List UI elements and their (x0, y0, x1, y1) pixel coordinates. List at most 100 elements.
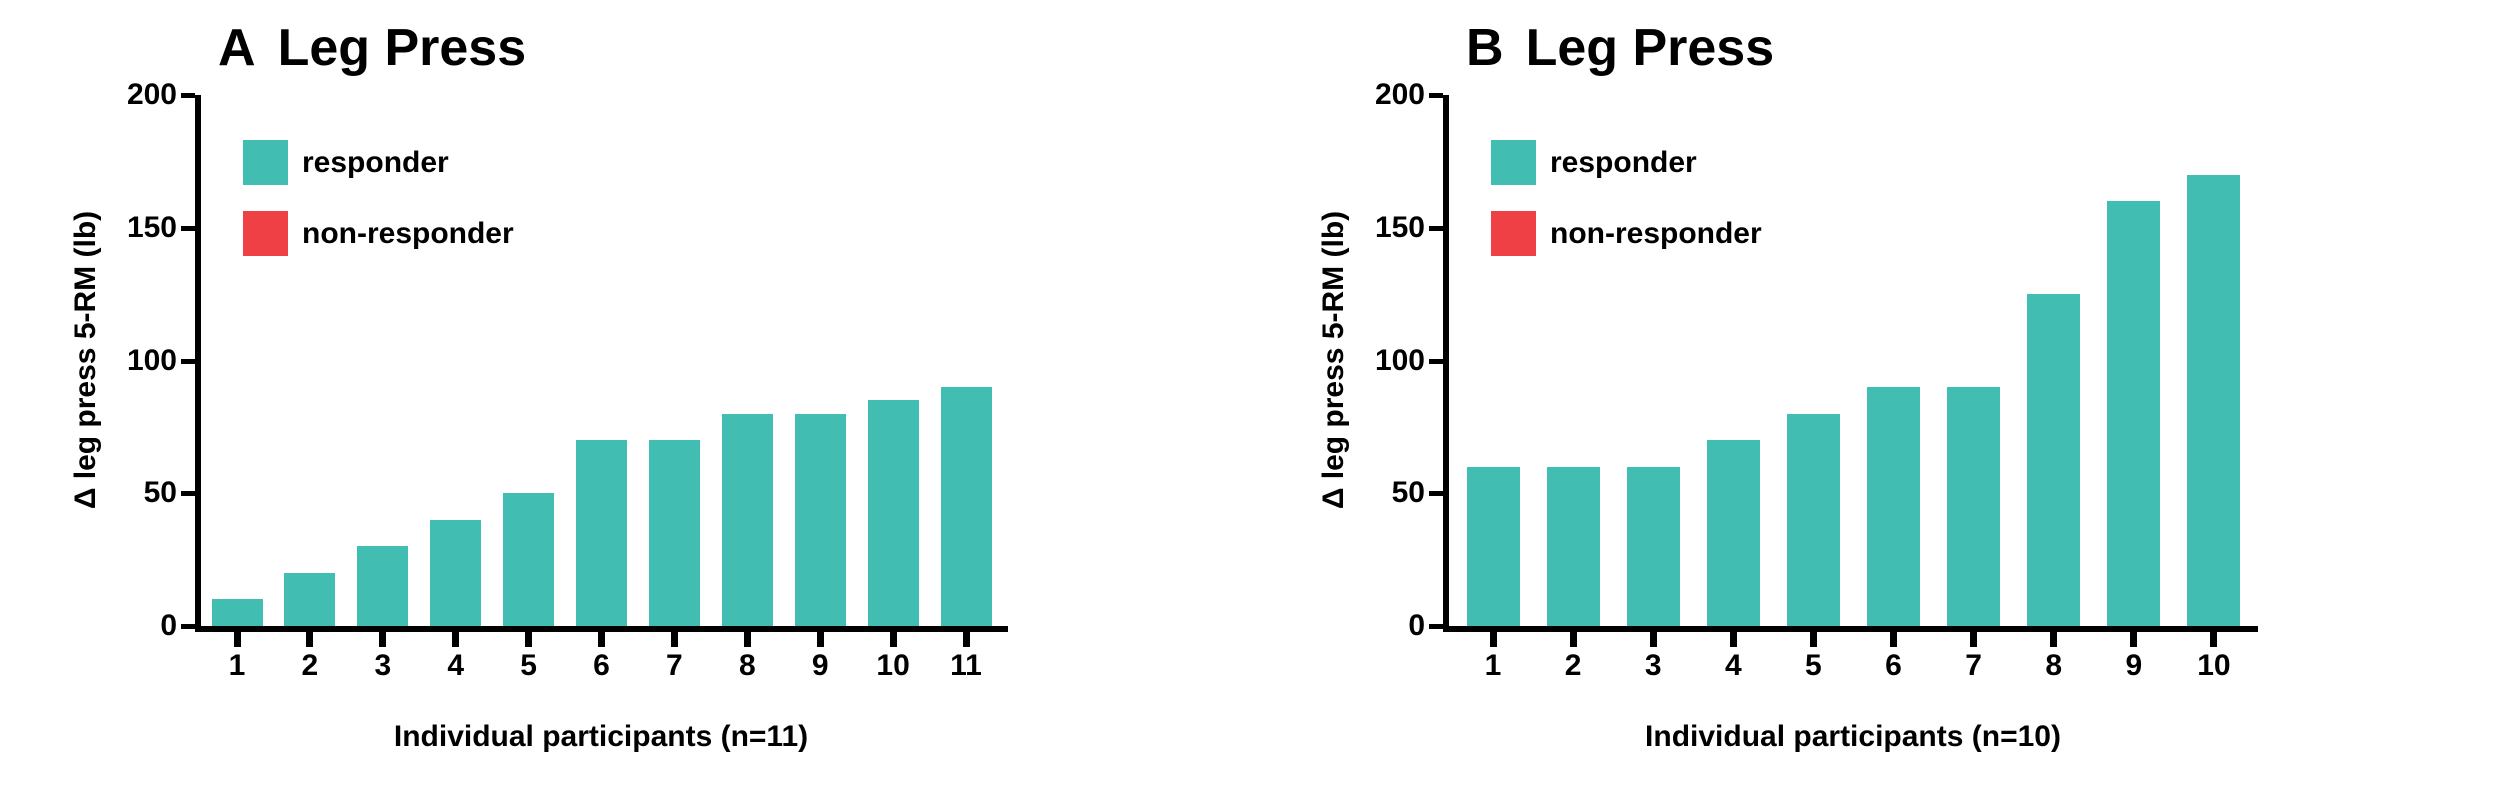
y-tick-label: 200 (1374, 78, 1425, 111)
non-responder-swatch (243, 211, 288, 256)
panel-a: A Leg Press responder non-responder Δ leg… (0, 0, 1248, 793)
x-tick-label: 3 (1644, 649, 1662, 682)
x-axis-label: Individual participants (n=10) (1645, 720, 2061, 753)
x-tick-label: 9 (2125, 649, 2143, 682)
panel-title-text: Leg Press (1525, 19, 1775, 77)
x-tick-label: 10 (876, 649, 910, 682)
x-tick (452, 632, 460, 647)
y-tick-label: 0 (160, 609, 177, 642)
bar (1786, 413, 1840, 626)
x-tick (2130, 632, 2138, 647)
x-tick-label: 1 (228, 649, 246, 682)
y-tick-label: 200 (126, 78, 177, 111)
bar (867, 400, 919, 626)
x-tick (1649, 632, 1657, 647)
x-tick-label: 2 (1564, 649, 1582, 682)
x-tick-label: 6 (593, 649, 610, 682)
x-tick (816, 632, 824, 647)
bar (940, 387, 992, 626)
y-tick-label: 100 (1374, 343, 1425, 377)
y-tick-label: 50 (143, 476, 177, 510)
x-tick (2210, 632, 2218, 647)
non-responder-swatch (1491, 211, 1536, 256)
panel-letter: B (1466, 19, 1504, 77)
x-tick-label: 7 (666, 649, 683, 682)
x-tick (525, 632, 533, 647)
y-tick (1429, 624, 1443, 629)
x-tick-label: 9 (811, 649, 829, 682)
x-tick (1489, 632, 1497, 647)
x-tick (1970, 632, 1978, 647)
panel-letter: A (218, 19, 256, 77)
x-tick-label: 5 (520, 649, 537, 682)
legend-label: non-responder (302, 217, 514, 250)
bar (1626, 466, 1680, 626)
legend-label: non-responder (1550, 217, 1762, 250)
x-tick (2050, 632, 2058, 647)
panel-b: B Leg Press responder non-responder Δ leg… (1248, 0, 2505, 793)
bar (1706, 440, 1760, 626)
y-tick-label: 100 (126, 343, 177, 377)
x-axis-line (1443, 626, 2258, 632)
x-tick-label: 11 (950, 649, 982, 682)
bar (211, 599, 263, 626)
x-axis-label: Individual participants (n=11) (393, 720, 809, 753)
x-tick (233, 632, 241, 647)
y-tick (181, 624, 195, 629)
bar (2187, 174, 2241, 626)
x-tick (670, 632, 678, 647)
bar (648, 440, 700, 626)
x-tick-label: 6 (1885, 649, 1902, 682)
x-tick (1569, 632, 1577, 647)
x-tick-label: 2 (301, 649, 319, 682)
y-tick (181, 491, 195, 497)
bar (2107, 201, 2161, 626)
panel-title: A Leg Press (218, 19, 527, 77)
bar (721, 413, 773, 626)
y-tick-label: 50 (1391, 476, 1425, 510)
x-tick (1729, 632, 1737, 647)
x-tick (962, 632, 970, 647)
x-tick (743, 632, 751, 647)
x-tick-label: 10 (2197, 649, 2231, 682)
y-axis-line (1443, 95, 1449, 632)
x-tick-label: 8 (2045, 649, 2063, 682)
y-tick (181, 93, 195, 98)
bar (1947, 387, 2001, 626)
bar (284, 572, 336, 626)
x-tick (1890, 632, 1897, 647)
x-tick (889, 632, 897, 647)
x-tick-label: 1 (1484, 649, 1502, 682)
y-tick (181, 225, 195, 231)
y-axis-line (195, 95, 201, 632)
x-tick-label: 8 (738, 649, 756, 682)
x-tick (379, 632, 387, 647)
bar (576, 440, 627, 626)
x-tick-label: 4 (447, 649, 465, 682)
x-tick-label: 5 (1805, 649, 1822, 682)
y-tick (181, 358, 195, 364)
legend-label: responder (1550, 146, 1697, 179)
x-tick-label: 3 (374, 649, 392, 682)
responder-swatch (243, 140, 288, 185)
bar (430, 519, 482, 626)
x-tick (306, 632, 314, 647)
bar (1466, 466, 1520, 626)
y-tick (1429, 93, 1443, 98)
bar (503, 493, 555, 626)
y-tick-label: 0 (1408, 609, 1425, 642)
y-tick-label: 150 (126, 210, 177, 244)
bar (357, 546, 409, 626)
responder-swatch (1491, 140, 1536, 185)
bar (2027, 294, 2081, 626)
panel-title-text: Leg Press (277, 19, 527, 77)
bar (1867, 387, 1920, 626)
legend-label: responder (302, 146, 449, 179)
y-tick-label: 150 (1374, 210, 1425, 244)
x-tick-label: 7 (1965, 649, 1982, 682)
x-tick (1809, 632, 1817, 647)
panel-title: B Leg Press (1466, 19, 1775, 77)
y-tick (1429, 491, 1443, 497)
bar (794, 413, 846, 626)
